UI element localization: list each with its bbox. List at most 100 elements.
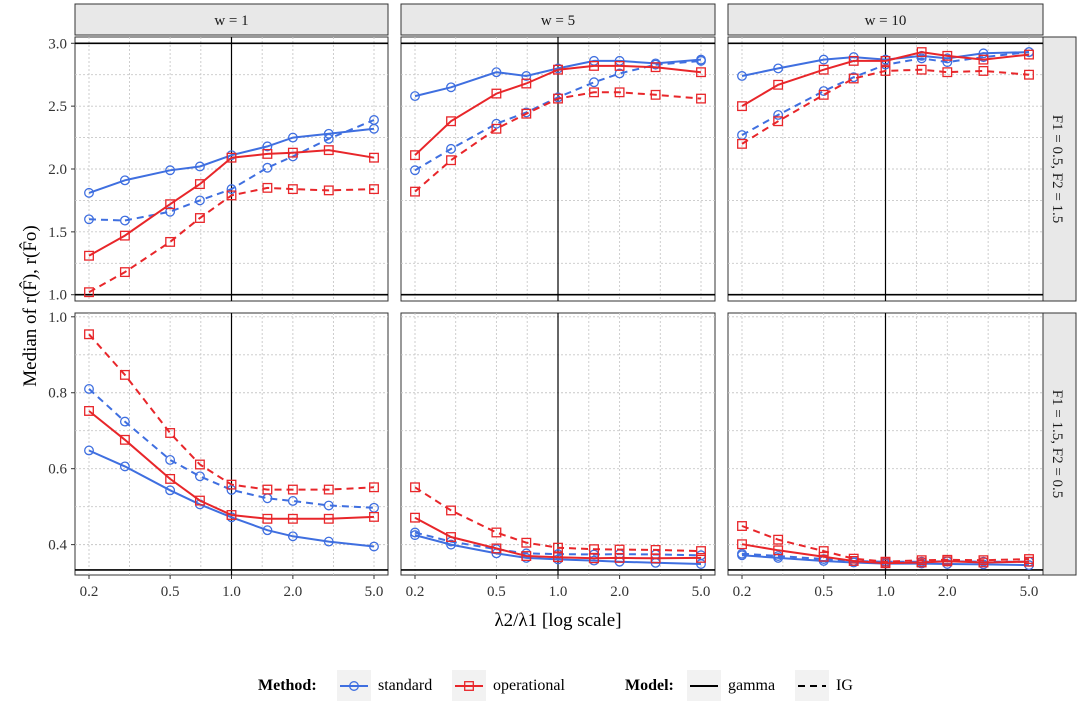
series-operational-gamma-r1c2	[410, 60, 706, 161]
strip-row-2: F1 = 1.5, F2 = 0.5	[1042, 312, 1077, 576]
data-point-square	[84, 250, 94, 261]
data-point-square	[818, 64, 829, 75]
data-point-square	[942, 67, 953, 78]
y-tick-label: 2.0	[48, 162, 67, 178]
strip-row-2-box	[1042, 312, 1077, 576]
data-point-square	[978, 54, 989, 65]
data-point-square	[491, 123, 502, 134]
data-point-square	[773, 534, 784, 545]
data-point-square	[262, 513, 273, 524]
data-point-square	[262, 484, 273, 495]
x-axis-title: λ2/λ1 [log scale]	[494, 610, 621, 631]
y-tick-label: 1.0	[48, 288, 67, 304]
data-point-square	[521, 108, 532, 119]
data-point-circle	[773, 551, 784, 561]
series-standard-IG-r1c2	[410, 55, 706, 176]
strip-col-1-label: w = 1	[214, 13, 248, 29]
x-tick-label: 0.5	[814, 584, 833, 600]
data-point-square	[369, 482, 379, 493]
panel-r2-c3	[727, 312, 1044, 576]
data-point-square	[553, 552, 563, 563]
data-point-square	[696, 67, 706, 78]
data-point-square	[696, 552, 706, 563]
data-point-circle	[369, 541, 379, 552]
x-tick-label: 2.0	[283, 584, 302, 600]
data-point-circle	[119, 215, 130, 226]
data-point-square	[410, 150, 420, 161]
data-point-circle	[521, 71, 532, 81]
panels	[74, 36, 1044, 576]
data-point-square	[410, 186, 420, 197]
data-point-square	[737, 539, 747, 550]
strip-col-3: w = 10	[727, 3, 1044, 36]
data-point-square	[119, 369, 130, 380]
strip-col-3-box	[727, 3, 1044, 36]
strip-row-1-box	[1042, 36, 1077, 302]
data-point-square	[521, 78, 532, 89]
series-line	[414, 531, 702, 557]
data-point-square	[226, 152, 237, 163]
panel-r2-c2	[400, 312, 716, 576]
data-point-square	[165, 199, 176, 210]
panel-r1-c2	[400, 36, 716, 302]
x-tick-label: 5.0	[1020, 584, 1039, 600]
data-point-circle	[226, 484, 237, 495]
data-point-square	[589, 87, 599, 98]
data-point-square	[521, 537, 532, 548]
data-point-square	[773, 545, 784, 556]
data-point-square	[84, 287, 94, 298]
data-point-circle	[773, 109, 784, 120]
y-tick-label: 0.6	[48, 462, 67, 478]
legend: Method: standard operational Model: gamm…	[258, 670, 853, 701]
data-point-square	[553, 64, 563, 75]
data-point-square	[1024, 554, 1034, 565]
x-tick-label: 2.0	[938, 584, 957, 600]
data-point-square	[165, 473, 176, 484]
series-line	[88, 127, 375, 194]
data-point-square	[287, 147, 298, 158]
x-tick-label: 2.0	[610, 584, 629, 600]
data-point-circle	[119, 175, 130, 186]
series-line	[741, 543, 1030, 565]
data-point-square	[880, 556, 891, 567]
data-point-circle	[287, 531, 298, 542]
series-line	[414, 64, 702, 156]
series-operational-IG-r2c3	[737, 521, 1034, 567]
series-line	[741, 51, 1030, 77]
data-point-square	[1024, 69, 1034, 80]
series-line	[414, 516, 702, 560]
data-point-square	[119, 434, 130, 445]
data-point-square	[553, 542, 563, 553]
data-point-square	[410, 482, 420, 493]
data-point-circle	[446, 143, 456, 154]
x-tick-label: 0.2	[733, 584, 752, 600]
series-operational-IG-r1c3	[737, 64, 1034, 149]
strip-col-3-label: w = 10	[865, 13, 907, 29]
data-point-square	[262, 182, 273, 193]
data-point-circle	[194, 195, 205, 206]
data-point-circle	[446, 539, 456, 550]
series-operational-IG-r1c1	[84, 182, 379, 298]
series-line	[88, 186, 375, 294]
data-point-circle	[84, 214, 94, 225]
series-line	[88, 449, 375, 548]
data-point-circle	[323, 536, 334, 547]
x-tick-label: 0.2	[80, 584, 99, 600]
x-tick-label: 1.0	[549, 584, 568, 600]
series-operational-gamma-r1c1	[84, 145, 379, 261]
series-line	[414, 91, 702, 193]
row-strips: F1 = 0.5, F2 = 1.5 F1 = 1.5, F2 = 0.5	[1042, 36, 1077, 576]
data-point-square	[737, 521, 747, 531]
data-point-circle	[262, 525, 273, 536]
data-point-square	[446, 116, 456, 127]
series-standard-gamma-r1c1	[84, 123, 379, 198]
data-point-circle	[84, 383, 94, 394]
data-point-square	[978, 555, 989, 566]
data-point-circle	[369, 115, 379, 125]
data-point-circle	[410, 527, 420, 538]
data-point-circle	[589, 77, 599, 88]
data-point-square	[491, 527, 502, 538]
x-tick-label: 0.2	[406, 584, 425, 600]
data-point-circle	[226, 184, 237, 195]
data-point-square	[323, 185, 334, 196]
